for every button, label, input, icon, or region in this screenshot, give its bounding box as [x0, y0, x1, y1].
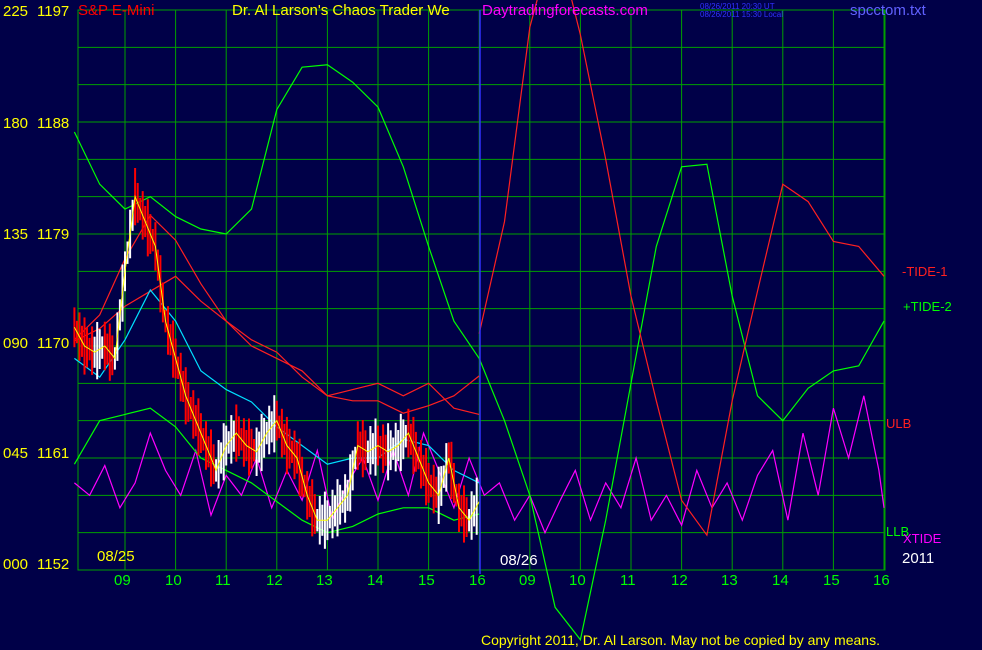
price-close-line — [73, 194, 480, 522]
x-tick: 16 — [873, 572, 890, 589]
date-marker: 08/25 — [97, 548, 135, 565]
series-label-tide1: -TIDE-1 — [902, 264, 948, 279]
series-label-xtide: XTIDE — [903, 531, 942, 546]
x-tick: 10 — [165, 572, 182, 589]
y-left-tick: 225 — [3, 3, 29, 20]
copyright: Copyright 2011, Dr. Al Larson. May not b… — [481, 632, 880, 648]
x-tick: 09 — [114, 572, 131, 589]
x-tick: 12 — [266, 572, 283, 589]
timestamp-local: 08/26/2011 15:30 Local — [700, 10, 784, 19]
x-tick: 11 — [215, 572, 231, 589]
y-right-tick: 1161 — [37, 445, 70, 462]
x-tick: 15 — [823, 572, 840, 589]
x-tick: 10 — [569, 572, 586, 589]
chart-series — [73, 0, 885, 642]
series-label-ulb: ULB — [886, 416, 912, 431]
site-link[interactable]: Daytradingforecasts.com — [482, 2, 648, 19]
source-file: spcctom.txt — [850, 2, 926, 19]
x-tick: 14 — [367, 572, 384, 589]
x-tick: 13 — [721, 572, 738, 589]
date-marker: 2011 — [902, 550, 935, 567]
y-right-tick: 1170 — [37, 335, 70, 352]
date-marker: 08/26 — [500, 552, 538, 569]
x-tick: 15 — [418, 572, 435, 589]
y-left-tick: 045 — [3, 445, 29, 462]
x-tick: 16 — [469, 572, 486, 589]
y-left-tick: 135 — [3, 226, 29, 243]
instrument-label: S&P E-Mini — [78, 2, 155, 19]
y-left-tick: 090 — [3, 335, 29, 352]
x-tick: 09 — [519, 572, 536, 589]
timestamp-ut: 08/26/2011 20:30 UT — [700, 2, 775, 11]
x-tick: 14 — [772, 572, 789, 589]
plot-frame — [77, 9, 886, 571]
x-tick: 12 — [671, 572, 688, 589]
tide1-forecast-line — [478, 0, 885, 537]
tide1-line — [74, 275, 480, 414]
y-right-tick: 1152 — [37, 556, 70, 573]
series-label-tide2: +TIDE-2 — [903, 299, 952, 314]
y-right-tick: 1197 — [37, 3, 70, 20]
llb-line — [73, 407, 480, 534]
y-left-tick: 000 — [3, 556, 29, 573]
chart-title: Dr. Al Larson's Chaos Trader We — [232, 2, 450, 19]
y-left-tick: 180 — [3, 115, 29, 132]
x-tick: 11 — [620, 572, 636, 589]
y-right-tick: 1179 — [37, 226, 70, 243]
y-right-tick: 1188 — [37, 115, 70, 132]
tide2-forecast-line — [478, 163, 885, 642]
x-tick: 13 — [316, 572, 333, 589]
series-label-llb: LLB — [886, 524, 910, 539]
xtide-line — [74, 395, 885, 535]
chart-grid — [77, 9, 886, 571]
